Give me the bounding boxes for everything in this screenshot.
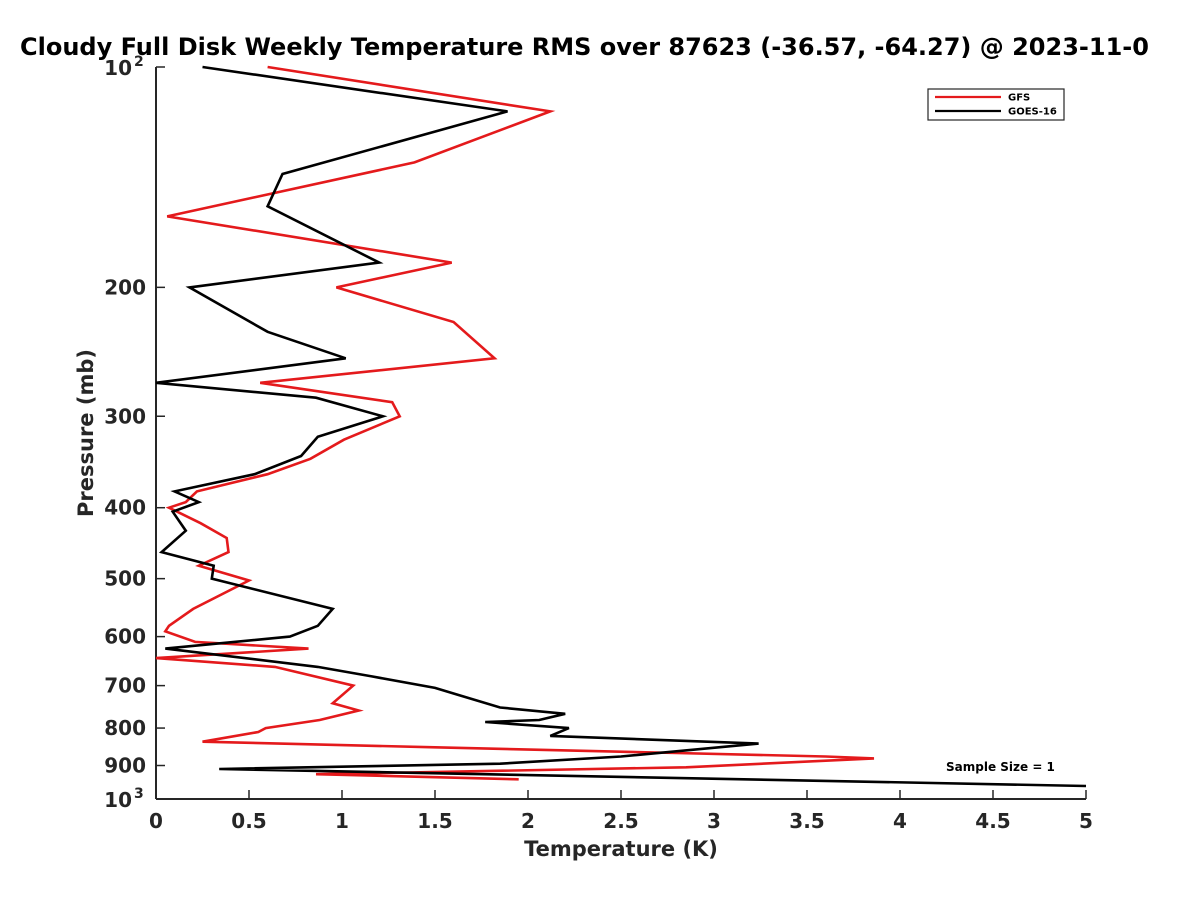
- series-line-gfs: [155, 65, 875, 781]
- legend-box: [927, 88, 1065, 121]
- x-ticks: 0 0.5 1 1.5 2 2.5 3 3.5 4 4.5 5: [149, 790, 1093, 833]
- y-tick-label: 600: [104, 625, 146, 649]
- y-tick-label: 500: [104, 567, 146, 591]
- legend-label-gfs: GFS: [1008, 93, 1030, 104]
- y-tick-label: 200: [104, 275, 146, 299]
- x-tick-label: 3.5: [789, 809, 824, 833]
- y-axis-label: Pressure (mb): [74, 349, 98, 517]
- y-tick-label: 300: [104, 404, 146, 428]
- plot-area: 0 0.5 1 1.5 2 2.5 3 3.5 4 4.5 5 10 2200300400500600…: [104, 54, 1093, 833]
- y-tick-exponent: 2: [134, 54, 144, 70]
- legend: GFS GOES-16: [927, 88, 1065, 121]
- x-tick-label: 5: [1079, 809, 1093, 833]
- x-tick-label: 0: [149, 809, 163, 833]
- x-tick-label: 1: [335, 809, 349, 833]
- sample-size-annotation: Sample Size = 1: [946, 760, 1055, 774]
- y-tick-exponent: 3: [134, 786, 144, 802]
- x-tick-label: 4: [893, 809, 907, 833]
- y-tick-label: 700: [104, 674, 146, 698]
- y-tick-label: 900: [104, 754, 146, 778]
- y-tick-label: 400: [104, 496, 146, 520]
- x-tick-label: 0.5: [231, 809, 266, 833]
- legend-label-goes16: GOES-16: [1008, 107, 1057, 118]
- x-tick-label: 4.5: [975, 809, 1010, 833]
- x-tick-label: 2: [521, 809, 535, 833]
- x-tick-label: 2.5: [603, 809, 638, 833]
- x-tick-label: 3: [707, 809, 721, 833]
- x-tick-label: 1.5: [417, 809, 452, 833]
- y-tick-label: 10: [104, 56, 132, 80]
- series-line-goes16: [155, 65, 1087, 788]
- series-group: [155, 65, 1087, 788]
- chart-title: Cloudy Full Disk Weekly Temperature RMS …: [20, 33, 1149, 61]
- y-tick-label: 10: [104, 788, 132, 812]
- x-axis-label: Temperature (K): [524, 837, 718, 861]
- y-tick-label: 800: [104, 716, 146, 740]
